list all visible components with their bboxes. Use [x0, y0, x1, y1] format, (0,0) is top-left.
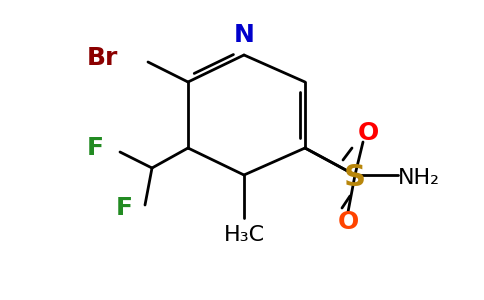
Text: F: F [87, 136, 104, 160]
Text: H₃C: H₃C [224, 225, 265, 245]
Text: N: N [234, 23, 255, 47]
Text: NH₂: NH₂ [398, 168, 440, 188]
Text: Br: Br [87, 46, 118, 70]
Text: S: S [344, 164, 366, 193]
Text: O: O [357, 121, 378, 145]
Text: O: O [337, 210, 359, 234]
Text: F: F [116, 196, 133, 220]
